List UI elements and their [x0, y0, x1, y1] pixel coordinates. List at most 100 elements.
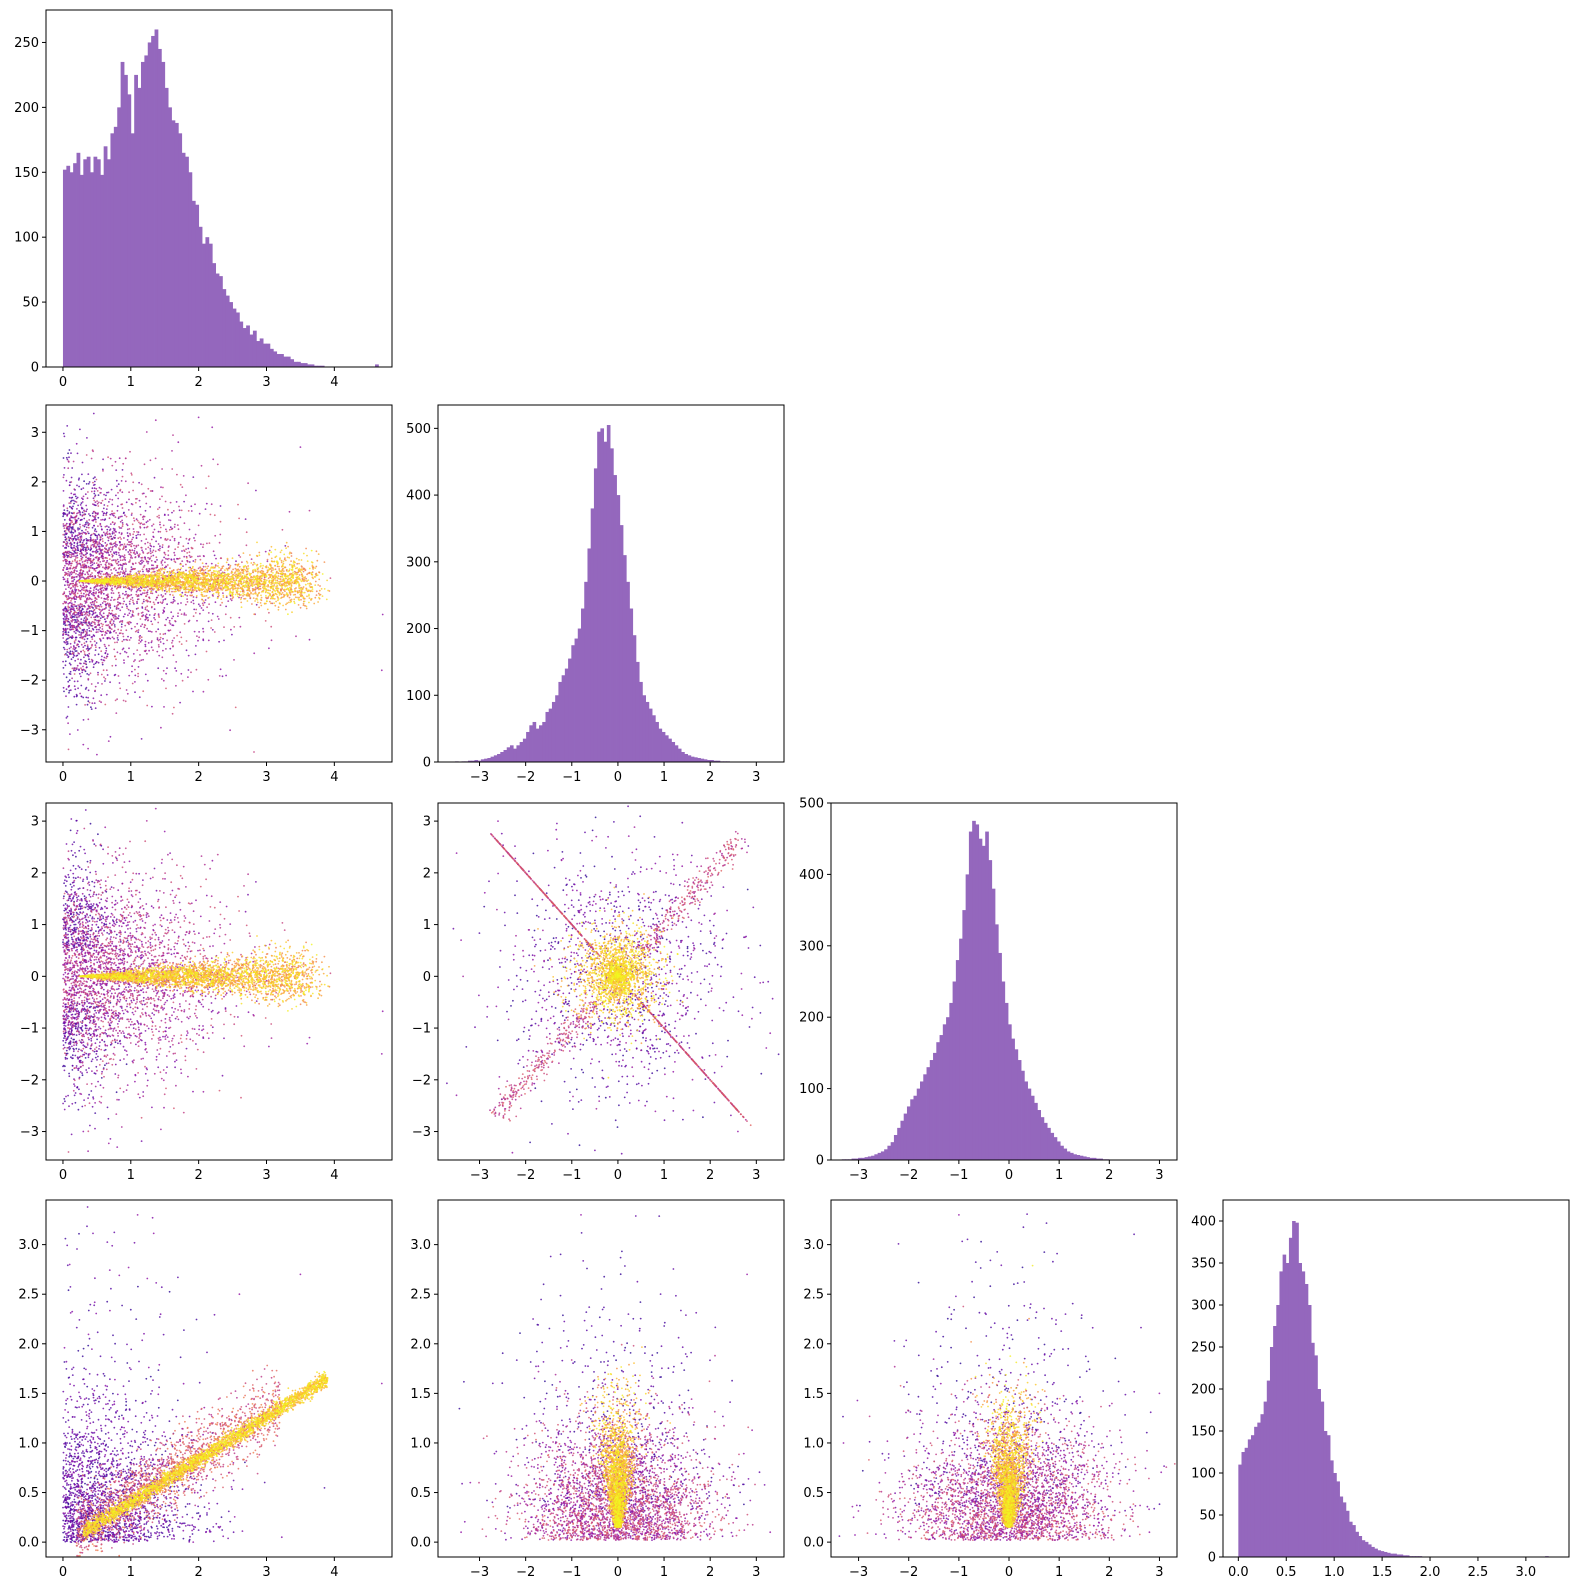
- hist-bar: [117, 107, 122, 367]
- scatter-point: [106, 617, 109, 620]
- hist-bar: [259, 338, 264, 367]
- scatter-point: [83, 554, 85, 557]
- scatter-point: [140, 546, 143, 549]
- scatter-point: [102, 623, 104, 626]
- scatter-point: [68, 573, 71, 576]
- scatter-point: [109, 457, 112, 460]
- scatter-point: [213, 631, 216, 633]
- hist-bar: [242, 328, 247, 367]
- scatter-point: [72, 648, 75, 650]
- scatter-point: [323, 561, 326, 563]
- scatter-point: [105, 624, 108, 627]
- scatter-point: [141, 606, 144, 608]
- scatter-point: [62, 545, 65, 547]
- scatter-point: [165, 528, 167, 531]
- scatter-point: [194, 612, 197, 614]
- scatter-point: [105, 649, 108, 652]
- scatter-point: [215, 557, 217, 560]
- scatter-point: [95, 487, 98, 490]
- scatter-point: [142, 570, 144, 573]
- scatter-point: [127, 595, 130, 598]
- scatter-point: [97, 516, 100, 519]
- scatter-point: [111, 664, 114, 667]
- hist-bar: [62, 169, 67, 367]
- scatter-point: [171, 535, 174, 538]
- scatter-point: [286, 595, 289, 598]
- scatter-point: [90, 547, 93, 550]
- scatter-point: [131, 503, 134, 506]
- scatter-point: [96, 490, 99, 492]
- scatter-point: [177, 612, 180, 615]
- scatter-point: [99, 626, 101, 629]
- scatter-point: [82, 628, 85, 631]
- scatter-point: [116, 509, 119, 512]
- scatter-point: [121, 565, 124, 567]
- scatter-point: [70, 512, 73, 514]
- scatter-point: [314, 580, 317, 583]
- scatter-point: [62, 686, 65, 689]
- scatter-point: [178, 557, 181, 560]
- scatter-point: [90, 603, 93, 606]
- scatter-point: [82, 619, 85, 622]
- scatter-point: [206, 606, 209, 609]
- scatter-point: [142, 518, 145, 521]
- scatter-point: [70, 570, 73, 573]
- scatter-point: [176, 473, 178, 476]
- scatter-point: [133, 519, 136, 522]
- scatter-point: [77, 537, 79, 539]
- scatter-point: [79, 553, 81, 555]
- scatter-point: [315, 550, 318, 553]
- y-tick-label: 150: [14, 166, 39, 181]
- scatter-point: [85, 648, 88, 650]
- scatter-point: [64, 573, 67, 576]
- scatter-point: [67, 748, 70, 751]
- scatter-point: [64, 536, 67, 539]
- scatter-point: [99, 539, 101, 542]
- scatter-point: [136, 600, 138, 603]
- scatter-point: [63, 474, 65, 476]
- scatter-point: [88, 673, 90, 676]
- scatter-point: [185, 586, 188, 589]
- scatter-point: [115, 658, 117, 661]
- scatter-point: [68, 518, 71, 521]
- scatter-point: [97, 621, 100, 624]
- scatter-point: [111, 548, 113, 551]
- scatter-point: [280, 589, 282, 592]
- scatter-point: [85, 634, 88, 636]
- scatter-point: [133, 568, 136, 570]
- scatter-point: [140, 639, 143, 642]
- scatter-point: [63, 612, 65, 615]
- scatter-point: [65, 553, 68, 556]
- scatter-point: [69, 531, 72, 534]
- scatter-point: [140, 625, 142, 628]
- scatter-point: [177, 602, 179, 605]
- scatter-point: [141, 559, 143, 562]
- scatter-point: [87, 647, 89, 650]
- scatter-point: [122, 575, 125, 577]
- scatter-point: [109, 513, 112, 516]
- scatter-point: [75, 613, 78, 616]
- scatter-point: [117, 603, 120, 606]
- scatter-point: [66, 515, 68, 517]
- scatter-point: [71, 552, 74, 555]
- scatter-point: [284, 590, 286, 593]
- scatter-point: [100, 519, 102, 521]
- scatter-point: [76, 452, 79, 455]
- scatter-point: [137, 607, 140, 609]
- scatter-point: [90, 533, 93, 536]
- scatter-point: [93, 510, 96, 513]
- scatter-point: [62, 617, 65, 620]
- scatter-point: [176, 524, 179, 526]
- scatter-point: [159, 545, 161, 548]
- scatter-point: [186, 560, 189, 563]
- scatter-point: [199, 555, 201, 557]
- scatter-point: [62, 505, 65, 508]
- scatter-point: [103, 560, 106, 562]
- scatter-point: [76, 607, 78, 609]
- scatter-point: [161, 564, 164, 566]
- scatter-point: [126, 524, 129, 527]
- scatter-point: [138, 636, 141, 638]
- scatter-point: [111, 521, 114, 524]
- scatter-point: [139, 640, 142, 643]
